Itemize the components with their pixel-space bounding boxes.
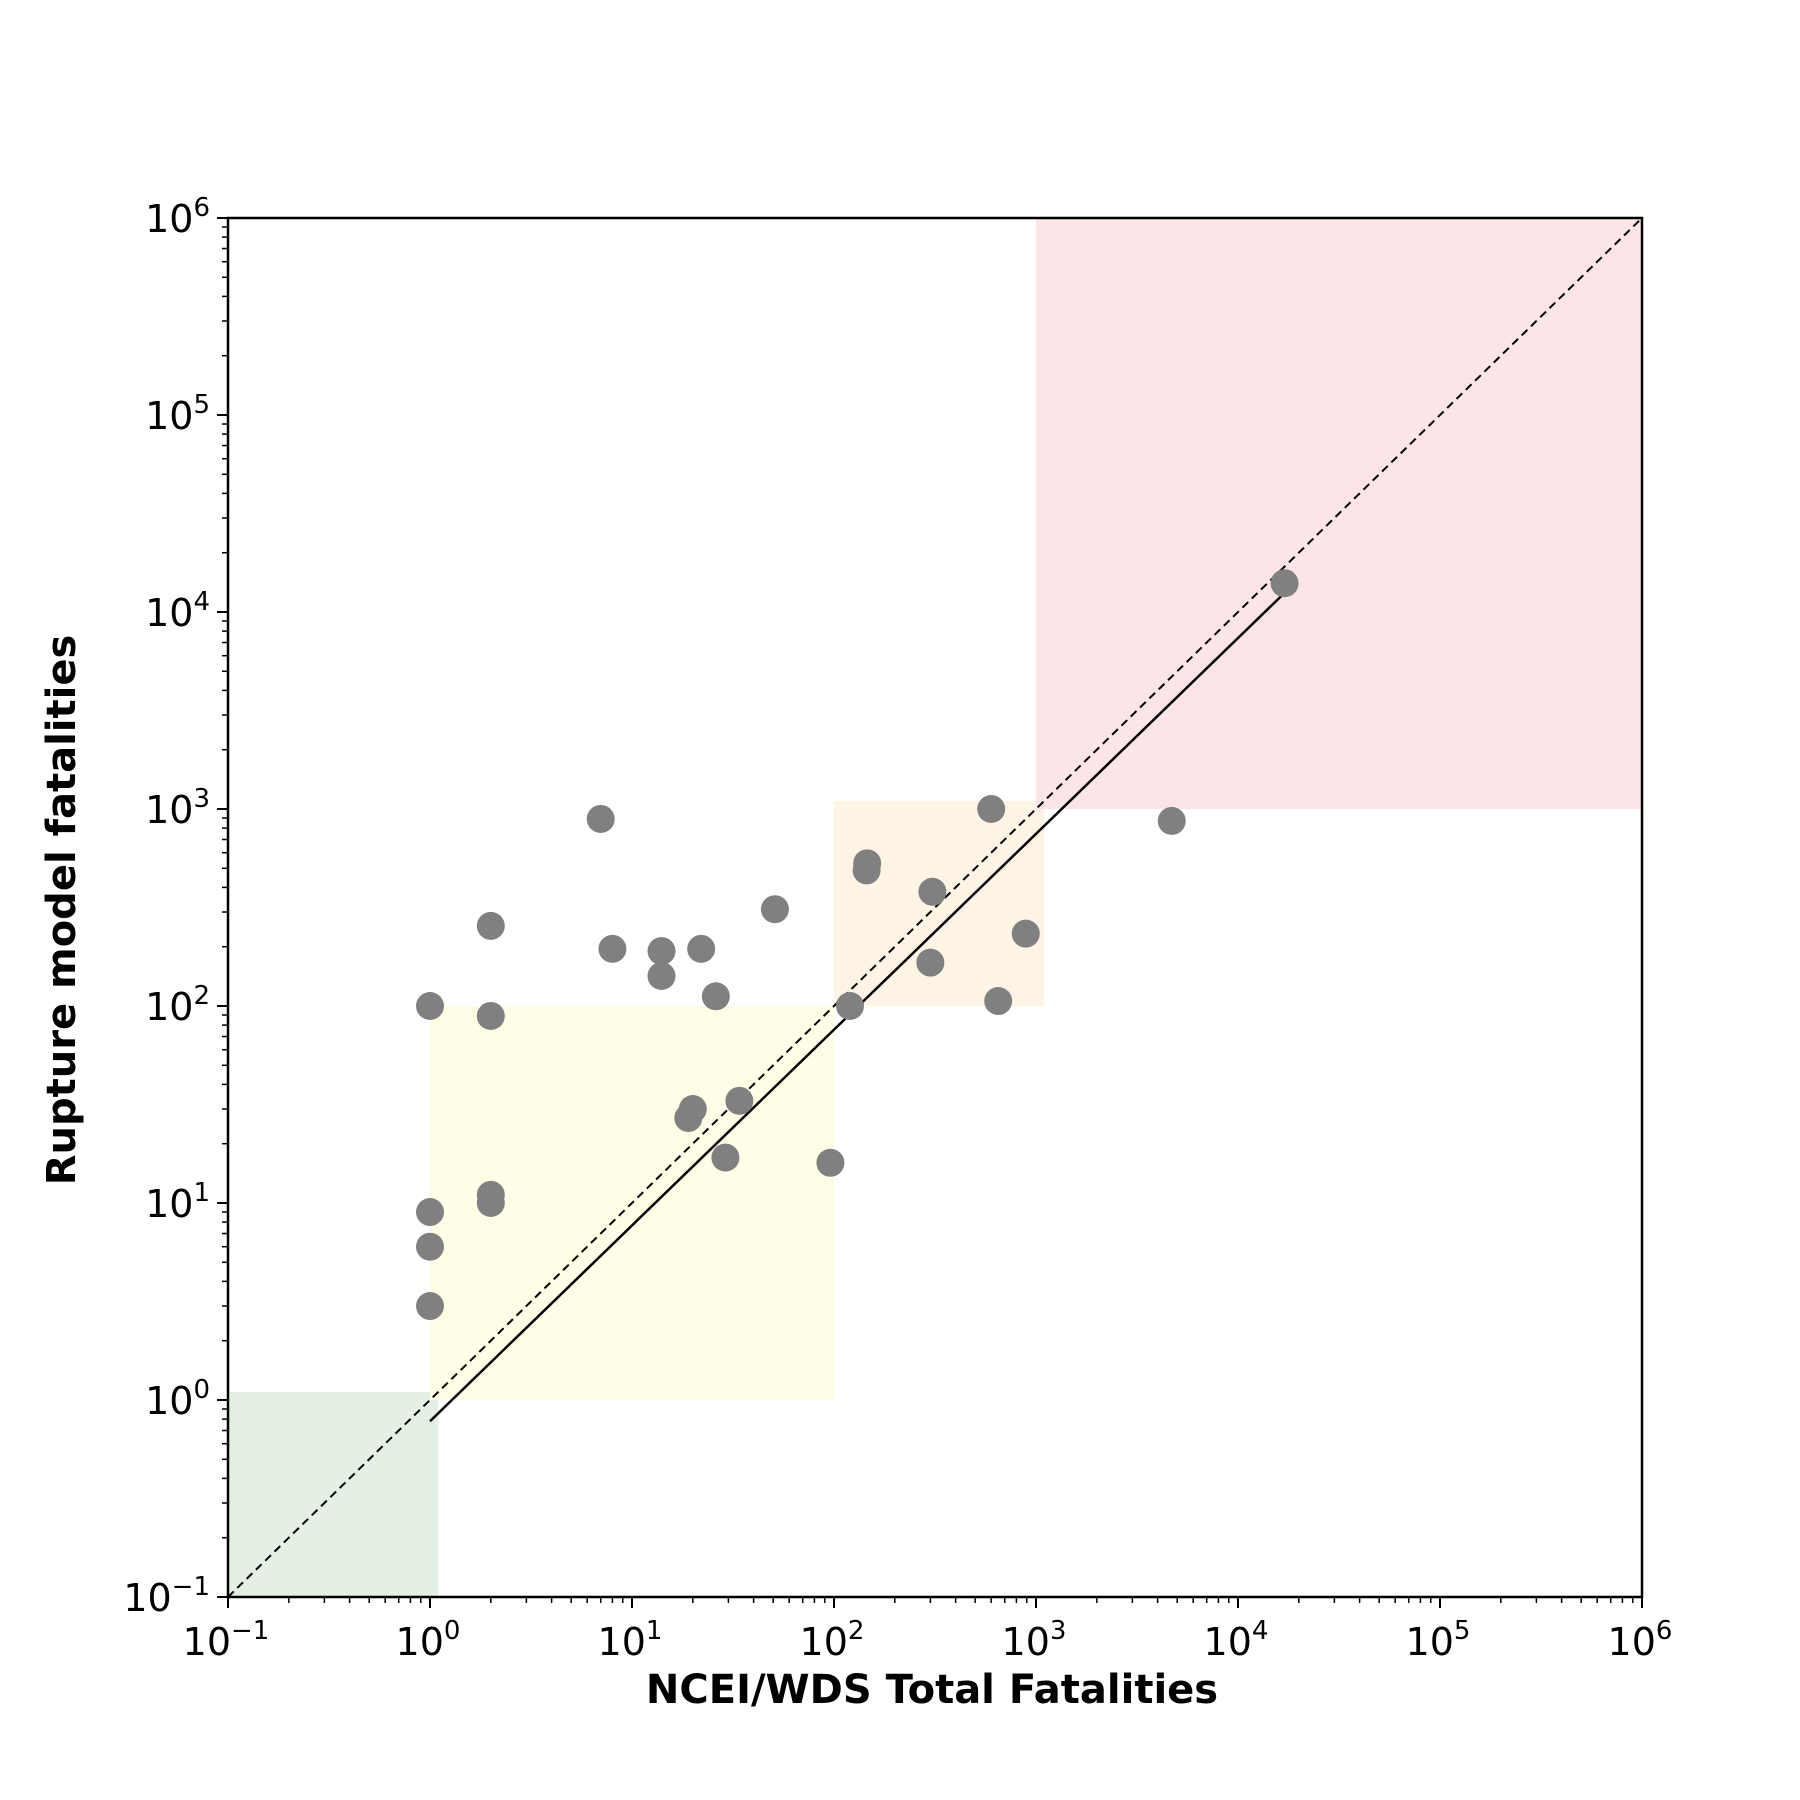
x-tick-label: 100 xyxy=(396,1616,461,1664)
data-point xyxy=(687,934,716,963)
y-tick-label: 101 xyxy=(145,1178,210,1226)
data-point xyxy=(476,1001,505,1030)
x-tick-label: 106 xyxy=(1608,1616,1673,1664)
data-point xyxy=(678,1095,707,1124)
data-point xyxy=(835,992,864,1020)
x-tick-label: 10−1 xyxy=(183,1616,270,1664)
plot-frame xyxy=(226,216,1644,1599)
one-to-one-reference-line xyxy=(227,217,1643,1598)
data-point xyxy=(586,804,615,833)
data-point xyxy=(1270,569,1299,598)
data-point xyxy=(852,856,881,885)
data-point xyxy=(647,961,676,990)
data-point xyxy=(816,1148,845,1177)
data-point xyxy=(1011,919,1040,948)
data-point xyxy=(416,992,444,1020)
data-point xyxy=(916,948,945,977)
data-points xyxy=(416,569,1299,1321)
y-tick-label: 103 xyxy=(145,784,210,832)
y-tick-label: 104 xyxy=(145,587,210,635)
data-point xyxy=(701,982,730,1011)
data-point xyxy=(476,1189,505,1217)
y-tick-label: 100 xyxy=(145,1375,210,1423)
data-point xyxy=(416,1292,444,1321)
data-point xyxy=(416,1198,444,1227)
x-axis-ticks: 10−1 100 101 102 103 104 105 106 xyxy=(183,1597,1673,1664)
data-point xyxy=(598,934,627,963)
x-tick-label: 102 xyxy=(800,1616,865,1664)
data-point xyxy=(1157,806,1186,835)
data-point xyxy=(725,1086,754,1115)
y-axis-label: Rupture model fatalities xyxy=(39,635,85,1186)
data-point xyxy=(984,987,1013,1016)
x-axis-label: NCEI/WDS Total Fatalities xyxy=(646,1667,1218,1713)
y-tick-label: 105 xyxy=(145,390,210,438)
data-point xyxy=(416,1232,444,1261)
data-point xyxy=(647,937,676,966)
y-tick-label: 102 xyxy=(145,981,210,1029)
x-tick-label: 101 xyxy=(598,1616,663,1664)
y-tick-label: 10−1 xyxy=(123,1572,210,1620)
x-tick-label: 103 xyxy=(1002,1616,1067,1664)
y-axis-ticks: 10−1 100 101 102 103 104 105 106 xyxy=(123,193,228,1620)
x-tick-label: 105 xyxy=(1406,1616,1471,1664)
y-tick-label: 106 xyxy=(145,193,210,241)
data-point xyxy=(760,895,789,924)
data-point xyxy=(977,795,1006,823)
data-point xyxy=(918,877,947,906)
data-point xyxy=(476,911,505,940)
data-point xyxy=(711,1143,740,1172)
x-tick-label: 104 xyxy=(1204,1616,1269,1664)
